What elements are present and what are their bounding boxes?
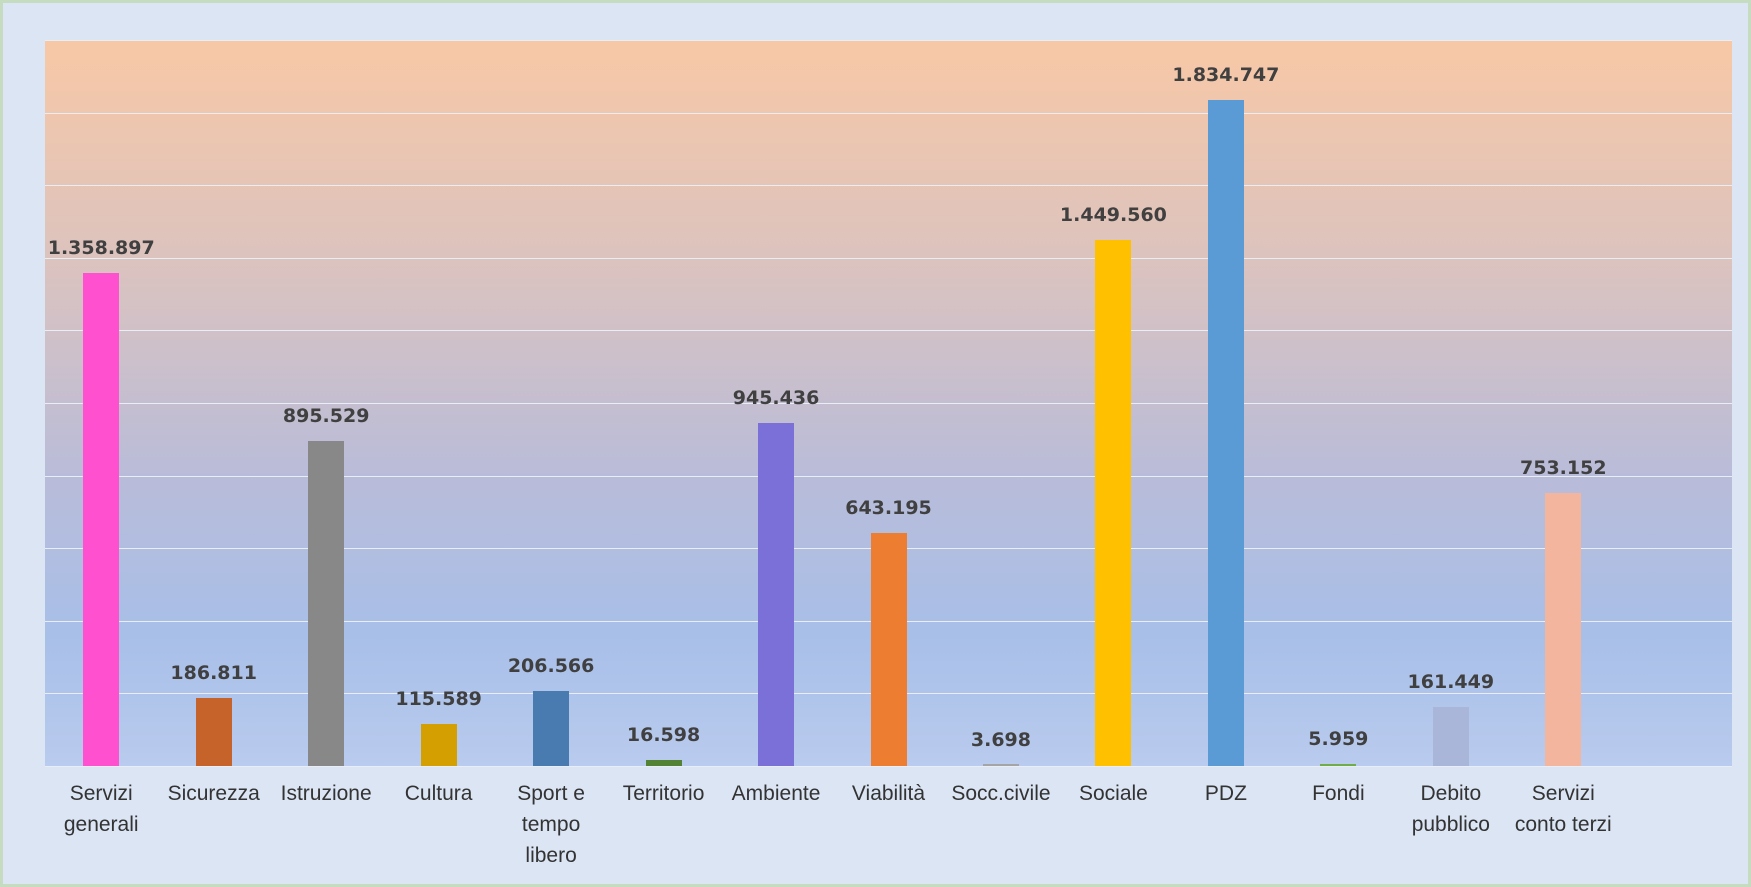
x-tick-label: PDZ	[1204, 782, 1247, 805]
data-label: 161.449	[1407, 671, 1495, 694]
grid-line	[45, 185, 1732, 187]
grid-line	[45, 403, 1732, 404]
bar	[83, 272, 120, 766]
bar	[1207, 99, 1244, 766]
bar	[1545, 492, 1582, 766]
data-label: 1.358.897	[47, 236, 155, 259]
x-tick-label: Debito pubblico	[1411, 782, 1490, 836]
bar	[533, 691, 570, 766]
x-tick-label: Sociale	[1078, 782, 1148, 805]
bar	[1320, 763, 1357, 766]
data-label: 206.566	[507, 655, 595, 678]
bar	[982, 764, 1019, 766]
grid-line	[45, 40, 1732, 41]
grid-line	[45, 475, 1732, 477]
x-tick-label: Servizi conto terzi	[1514, 782, 1612, 836]
data-label: 16.598	[626, 723, 701, 746]
data-label: 1.834.747	[1172, 63, 1280, 86]
x-tick-label: Viabilità	[851, 782, 926, 805]
data-label: 115.589	[395, 688, 482, 711]
x-tick-label: Sport e tempo libero	[517, 782, 585, 867]
grid-line	[45, 330, 1732, 332]
data-label: 753.152	[1520, 456, 1607, 479]
bar	[758, 422, 795, 766]
x-tick-label: Fondi	[1312, 782, 1365, 805]
bar	[308, 440, 345, 766]
x-tick-label: Territorio	[622, 782, 705, 805]
x-tick-label: Ambiente	[731, 782, 821, 805]
x-tick-label: Socc.civile	[951, 782, 1051, 805]
x-tick-label: Cultura	[404, 782, 473, 805]
bar	[420, 724, 457, 766]
grid-line	[45, 766, 1732, 767]
bar	[645, 759, 682, 766]
data-label: 895.529	[282, 404, 370, 427]
bar	[1095, 239, 1132, 766]
grid-line	[45, 112, 1732, 114]
data-label: 1.449.560	[1059, 203, 1167, 226]
x-tick-label: Servizi generali	[63, 782, 139, 836]
data-label: 5.959	[1308, 727, 1369, 750]
bar	[870, 532, 907, 766]
grid-line	[45, 257, 1732, 259]
data-label: 643.195	[845, 496, 932, 519]
data-label: 945.436	[732, 386, 820, 409]
plot-area: 1.358.897 186.811 895.529 115.589 206.566 16.…	[45, 40, 1732, 767]
data-label: 3.698	[970, 728, 1031, 751]
bar	[1432, 707, 1469, 766]
x-tick-label: Sicurezza	[167, 782, 260, 805]
x-tick-label: Istruzione	[280, 782, 372, 805]
bar	[195, 698, 232, 766]
data-label: 186.811	[170, 662, 257, 685]
